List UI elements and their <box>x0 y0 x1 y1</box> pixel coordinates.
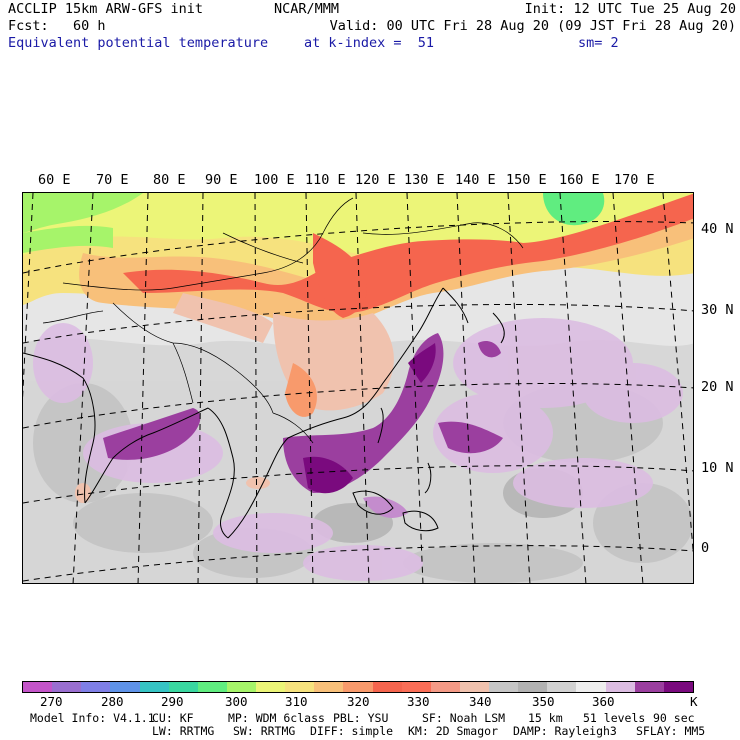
lon-label: 70 E <box>96 172 129 188</box>
high-theta-e-band <box>103 333 503 518</box>
model-info-sflay: SFLAY: MM5 <box>636 724 706 738</box>
theta-e-map <box>23 193 693 583</box>
lat-label: 10 N <box>701 460 734 476</box>
lon-label: 150 E <box>506 172 547 188</box>
lon-label: 110 E <box>305 172 346 188</box>
colorbar-segment <box>81 682 111 692</box>
model-info-pbl: PBL: YSU <box>333 711 389 725</box>
colorbar-segment <box>314 682 344 692</box>
smoothing: sm= 2 <box>578 35 619 51</box>
lat-label: 0 <box>701 540 710 556</box>
colorbar-tick-label: 320 <box>347 694 370 709</box>
colorbar-segment <box>23 682 53 692</box>
map-panel <box>22 192 694 584</box>
colorbar-segment <box>489 682 519 692</box>
lon-label: 90 E <box>205 172 238 188</box>
colorbar-segment <box>372 682 402 692</box>
lon-label: 160 E <box>559 172 600 188</box>
lat-label: 20 N <box>701 379 734 395</box>
lat-label: 30 N <box>701 302 734 318</box>
lat-label: 40 N <box>701 221 734 237</box>
lon-label: 120 E <box>355 172 396 188</box>
colorbar-segment <box>197 682 227 692</box>
vertical-level: at k-index = 51 <box>304 35 435 51</box>
colorbar-segment <box>518 682 548 692</box>
colorbar-tick-label: 290 <box>161 694 184 709</box>
colorbar-segment <box>139 682 169 692</box>
colorbar-tick-label: 310 <box>285 694 308 709</box>
organization: NCAR/MMM <box>274 1 340 17</box>
colorbar-segment <box>634 682 664 692</box>
colorbar-segment <box>605 682 635 692</box>
model-info-version: Model Info: V4.1.1 <box>30 711 155 725</box>
colorbar-tick-label: 280 <box>101 694 124 709</box>
lon-label: 130 E <box>404 172 445 188</box>
coastlines <box>23 287 505 539</box>
model-info-surface: SF: Noah LSM <box>422 711 506 725</box>
colorbar-segment <box>576 682 606 692</box>
model-info-levels: 51 levels <box>583 711 646 725</box>
model-info-km: KM: 2D Smagor <box>408 724 499 738</box>
colorbar-segment <box>401 682 431 692</box>
colorbar-segment <box>226 682 256 692</box>
lon-label: 170 E <box>614 172 655 188</box>
colorbar-segment <box>430 682 460 692</box>
model-info-shortwave: SW: RRTMG <box>233 724 296 738</box>
colorbar-tick-label: 270 <box>40 694 63 709</box>
model-title: ACCLIP 15km ARW-GFS init <box>8 1 204 17</box>
model-info-damping: DAMP: Rayleigh3 <box>513 724 617 738</box>
colorbar-segment <box>343 682 373 692</box>
colorbar-tick-label: 300 <box>225 694 248 709</box>
colorbar-tick-label: 350 <box>532 694 555 709</box>
forecast-hour: Fcst: 60 h <box>8 18 106 34</box>
model-info-diffusion: DIFF: simple <box>310 724 394 738</box>
colorbar-tick-label: 330 <box>407 694 430 709</box>
model-info-microphysics: MP: WDM 6class <box>228 711 325 725</box>
colorbar <box>22 681 694 693</box>
lon-label: 100 E <box>254 172 295 188</box>
lon-label: 80 E <box>153 172 186 188</box>
colorbar-segment <box>256 682 286 692</box>
lon-label: 140 E <box>455 172 496 188</box>
init-time: Init: 12 UTC Tue 25 Aug 20 <box>524 1 736 17</box>
colorbar-segment <box>168 682 198 692</box>
colorbar-segment <box>285 682 315 692</box>
colorbar-tick-label: 360 <box>592 694 615 709</box>
colorbar-segment <box>110 682 140 692</box>
colorbar-segment <box>52 682 82 692</box>
colorbar-segment <box>547 682 577 692</box>
colorbar-unit: K <box>690 694 698 709</box>
northern-warm-band <box>23 193 693 329</box>
colorbar-segment <box>459 682 489 692</box>
model-info-resolution: 15 km <box>528 711 563 725</box>
colorbar-tick-label: 340 <box>469 694 492 709</box>
model-info-timestep: 90 sec <box>653 711 695 725</box>
colorbar-segment <box>663 682 693 692</box>
valid-time: Valid: 00 UTC Fri 28 Aug 20 (09 JST Fri … <box>329 18 736 34</box>
model-info-cumulus: CU: KF <box>152 711 194 725</box>
model-info-longwave: LW: RRTMG <box>152 724 215 738</box>
latlon-grid <box>23 193 693 583</box>
field-name: Equivalent potential temperature <box>8 35 269 51</box>
lon-label: 60 E <box>38 172 71 188</box>
